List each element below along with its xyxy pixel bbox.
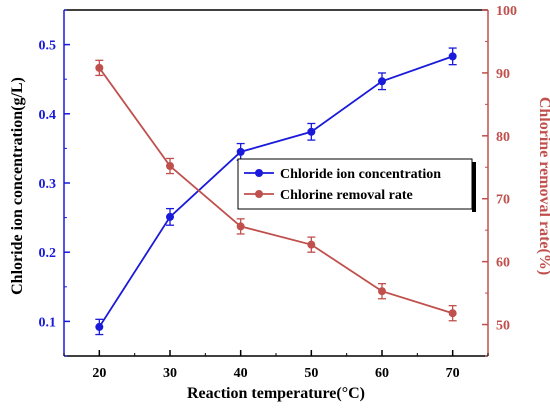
data-point	[166, 162, 174, 171]
right-tick-label: 100	[496, 4, 517, 19]
data-point	[378, 287, 386, 296]
x-tick-label: 70	[446, 366, 460, 381]
left-tick-label: 0.1	[39, 315, 57, 330]
x-axis-title: Reaction temperature(°C)	[187, 385, 365, 402]
series-chlorine-removal-rate	[95, 59, 457, 322]
legend-label-chlorine-removal: Chlorine removal rate	[280, 188, 413, 203]
x-tick-label: 40	[234, 366, 248, 381]
data-point	[448, 309, 457, 318]
legend: Chloride ion concentration Chlorine remo…	[237, 158, 476, 212]
legend-shadow	[472, 162, 476, 212]
data-point	[448, 52, 457, 61]
left-y-axis-title: Chloride ion concentration(g/L)	[9, 77, 26, 295]
right-y-axis-title: Chlorine removal rate(%)	[536, 97, 550, 275]
data-point	[307, 127, 316, 136]
legend-label-chloride-ion: Chloride ion concentration	[280, 167, 441, 182]
left-tick-label: 0.5	[39, 39, 57, 54]
legend-box	[237, 158, 473, 210]
right-tick-label: 60	[496, 256, 510, 271]
right-tick-label: 70	[496, 193, 510, 208]
right-tick-label: 50	[496, 319, 510, 334]
left-tick-label: 0.2	[39, 246, 57, 261]
data-point	[307, 240, 316, 249]
data-point	[236, 222, 245, 231]
series-line	[98, 67, 453, 315]
data-point	[95, 63, 104, 72]
data-point	[378, 77, 386, 86]
right-axis-ticks: 50 60 70 80 90 100	[482, 4, 517, 357]
left-tick-label: 0.4	[39, 108, 57, 123]
x-axis-ticks: 20 30 40 50 60 70	[63, 350, 489, 381]
legend-marker-chloride-ion	[255, 169, 263, 177]
left-tick-label: 0.3	[39, 177, 57, 192]
series-line	[98, 55, 453, 328]
right-tick-label: 80	[496, 130, 510, 145]
right-tick-label: 90	[496, 67, 510, 82]
data-point	[166, 212, 174, 221]
series-chloride-ion-concentration	[95, 47, 457, 336]
x-tick-label: 50	[304, 366, 318, 381]
data-point	[95, 322, 104, 331]
legend-marker-chlorine-removal	[255, 190, 263, 198]
x-tick-label: 30	[163, 366, 177, 381]
series-layer	[95, 47, 457, 336]
left-axis-ticks: 0.1 0.2 0.3 0.4 0.5	[39, 9, 70, 357]
x-tick-label: 60	[375, 366, 389, 381]
x-tick-label: 20	[92, 366, 106, 381]
data-point	[236, 147, 245, 156]
